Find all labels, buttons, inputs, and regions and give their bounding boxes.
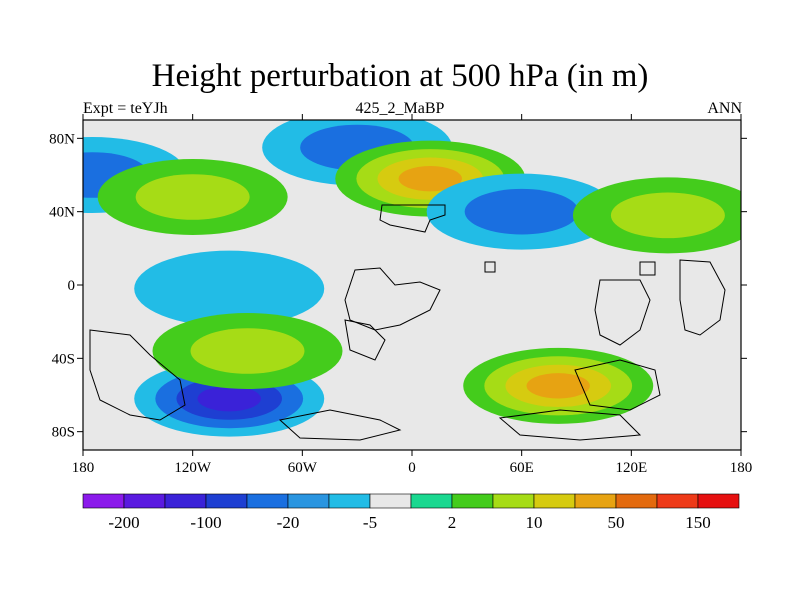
x-tick-label-3: 0 — [408, 460, 416, 476]
center-subtitle: 425_2_MaBP — [355, 100, 445, 117]
colorbar-swatch-11 — [533, 493, 576, 509]
colorbar-swatch-4 — [246, 493, 289, 509]
field-contour-n-pacific-high-1 — [610, 192, 725, 239]
x-tick-label-6: 180 — [730, 460, 753, 476]
x-tick-label-1: 120W — [174, 460, 212, 476]
experiment-label: Expt = teYJh — [83, 100, 168, 117]
coastline-7 — [498, 409, 642, 441]
x-tick-label-2: 60W — [288, 460, 318, 476]
colorbar-label-6: 50 — [608, 513, 625, 532]
field-contour-eurasia-high-3 — [398, 166, 462, 192]
y-tick-label-4: 80S — [52, 425, 75, 441]
coastline-1 — [344, 267, 441, 331]
colorbar-label-7: 150 — [685, 513, 711, 532]
field-contour-tropical-low-0 — [134, 250, 325, 327]
field-contour-s-atlantic-high-1 — [190, 328, 305, 374]
colorbar-label-4: 2 — [448, 513, 457, 532]
colorbar-swatch-3 — [205, 493, 248, 509]
colorbar-swatch-7 — [369, 493, 412, 509]
field-contour-s-pacific-low-3 — [197, 386, 261, 412]
y-tick-label-2: 0 — [68, 278, 76, 294]
chart-title: Height perturbation at 500 hPa (in m) — [151, 58, 649, 94]
x-tick-label-4: 60E — [510, 460, 534, 476]
colorbar-swatch-15 — [697, 493, 740, 509]
colorbar-label-1: -100 — [190, 513, 221, 532]
coastline-3 — [594, 279, 651, 346]
colorbar-swatch-5 — [287, 493, 330, 509]
coastline-5 — [89, 329, 186, 421]
field-contour-s-indian-high-3 — [526, 373, 590, 399]
x-tick-label-5: 120E — [615, 460, 647, 476]
y-tick-label-3: 40S — [52, 351, 75, 367]
colorbar-swatch-10 — [492, 493, 535, 509]
colorbar-swatch-1 — [123, 493, 166, 509]
contour-field — [83, 120, 741, 437]
x-tick-label-0: 180 — [72, 460, 95, 476]
coastline-0 — [379, 204, 446, 233]
colorbar-label-2: -20 — [277, 513, 300, 532]
axes: 180 120W 60W 0 60E 120E 180 80N 40N 0 40S 80S — [49, 114, 752, 476]
colorbar-label-5: 10 — [526, 513, 543, 532]
y-tick-label-1: 40N — [49, 205, 75, 221]
coastline-10 — [639, 261, 656, 276]
colorbar-swatch-14 — [656, 493, 699, 509]
coastline-2 — [344, 319, 386, 361]
colorbar-swatch-9 — [451, 493, 494, 509]
colorbar-swatch-0 — [82, 493, 125, 509]
y-tick-label-0: 80N — [49, 131, 75, 147]
field-contour-asia-low-1 — [464, 188, 579, 235]
colorbar-swatch-8 — [410, 493, 453, 509]
colorbar: -200 -100 -20 -5 2 10 50 150 — [82, 493, 740, 532]
coastline-4 — [679, 259, 726, 336]
coastlines — [89, 204, 726, 441]
coastline-8 — [574, 359, 661, 411]
colorbar-swatch-6 — [328, 493, 371, 509]
colorbar-label-3: -5 — [363, 513, 377, 532]
coastline-9 — [484, 261, 496, 273]
colorbar-swatch-12 — [574, 493, 617, 509]
colorbar-label-0: -200 — [108, 513, 139, 532]
season-label: ANN — [707, 100, 742, 117]
colorbar-swatch-2 — [164, 493, 207, 509]
field-contour-n-america-high-1 — [135, 174, 250, 220]
coastline-6 — [278, 409, 402, 441]
colorbar-swatch-13 — [615, 493, 658, 509]
